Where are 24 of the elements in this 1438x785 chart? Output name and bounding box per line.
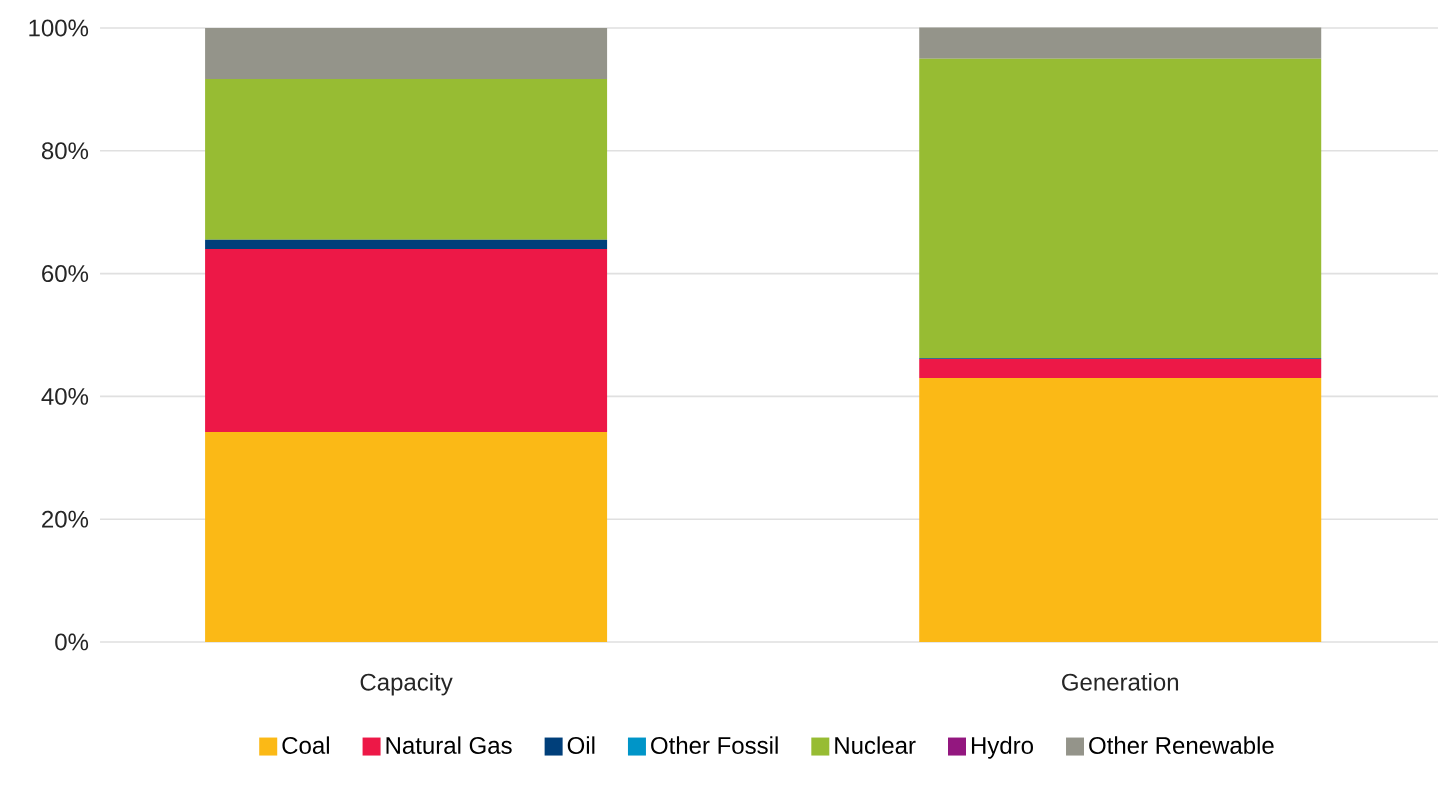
y-tick-label: 60%: [42, 265, 89, 283]
bar: [205, 78, 608, 240]
x-tick-label: Generation: [1062, 673, 1179, 691]
bar: [919, 27, 1322, 59]
y-tick-label: 80%: [41, 142, 89, 160]
legend-label: Other Renewable: [1089, 736, 1274, 754]
legend-label: Natural Gas: [386, 736, 512, 754]
legend-label: Coal: [282, 736, 329, 754]
legend-label: Nuclear: [835, 736, 916, 754]
y-tick-label: 20%: [42, 510, 89, 528]
legend-label: Oil: [567, 736, 595, 754]
bar: [919, 358, 1322, 378]
bar: [205, 249, 608, 432]
y-tick-label: 100%: [29, 19, 89, 37]
legend-label: Hydro: [971, 736, 1033, 759]
bar: [919, 377, 1322, 642]
y-tick-label: 40%: [41, 387, 89, 405]
legend-label: Other Fossil: [651, 736, 778, 754]
bar: [919, 58, 1322, 359]
x-tick-label: Capacity: [360, 673, 453, 696]
bar: [205, 432, 608, 642]
bar: [205, 27, 608, 79]
bar: [205, 239, 608, 250]
y-tick-label: 0%: [55, 633, 89, 651]
